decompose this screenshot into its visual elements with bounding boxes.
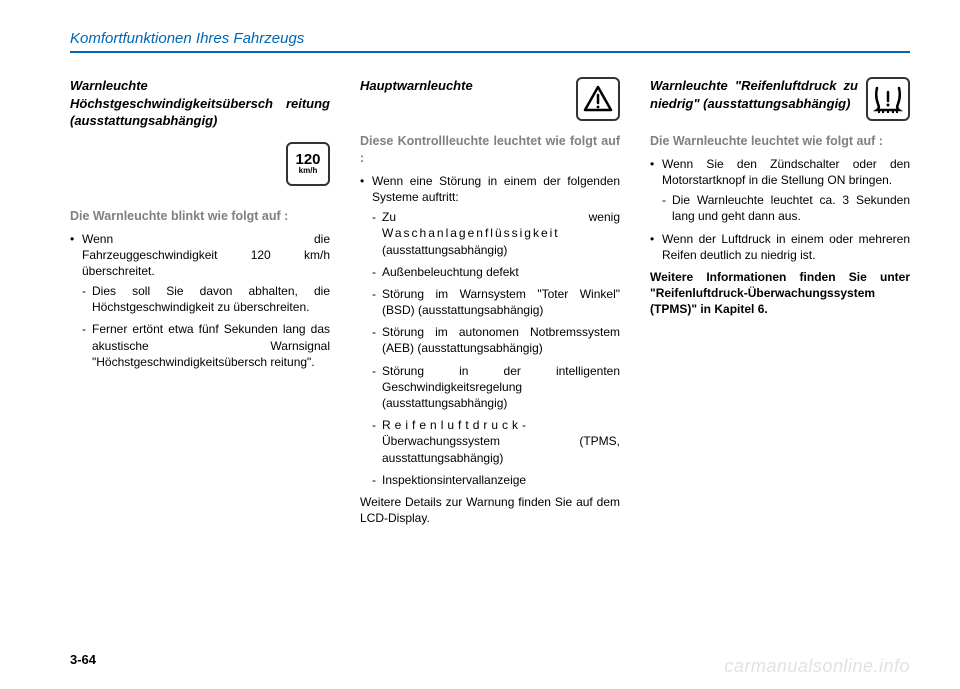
col3-heading: Warnleuchte "Reifenluftdruck zu niedrig"… (650, 77, 858, 112)
list-item: Störung im autonomen Notbremssystem (AEB… (372, 324, 620, 356)
text: Wenn Sie den Zündschalter oder den Motor… (662, 157, 910, 187)
master-warning-icon (576, 77, 620, 121)
list-item: Inspektionsintervallanzeige (372, 472, 620, 488)
list-item: Wenn der Luftdruck in einem oder mehrere… (650, 231, 910, 263)
col3-footer: Weitere Informationen finden Sie unter "… (650, 269, 910, 318)
section-rule (70, 51, 910, 53)
column-1: Warnleuchte Höchstgeschwindigkeitsübersc… (70, 77, 330, 532)
text: Zu (382, 209, 396, 225)
list-item: Reifenluftdruck- Überwachungssystem (TPM… (372, 417, 620, 466)
text: Waschanlagenflüssigkeit (382, 225, 620, 241)
list-item: Störung im Warnsystem "Toter Winkel" (BS… (372, 286, 620, 318)
tire-pressure-icon (871, 84, 905, 114)
col2-dash-list: Zu wenig Waschanlagenflüssigkeit (aussta… (372, 209, 620, 488)
text: Reifenluftdruck- (382, 418, 530, 432)
column-3: Warnleuchte "Reifenluftdruck zu niedrig"… (650, 77, 910, 532)
text: wenig (589, 209, 620, 225)
list-item: Wenn eine Störung in einem der folgenden… (360, 173, 620, 488)
text: Wenn (82, 231, 113, 247)
list-item: Störung in der intelligenten Geschwindig… (372, 363, 620, 412)
speed-icon-unit: km/h (299, 167, 318, 175)
col2-footer: Weitere Details zur Warnung finden Sie a… (360, 494, 620, 526)
speed-limit-icon: 120 km/h (286, 142, 330, 186)
col2-bullet-list: Wenn eine Störung in einem der folgenden… (360, 173, 620, 488)
page-number: 3-64 (70, 652, 96, 667)
col2-heading: Hauptwarnleuchte (360, 77, 568, 95)
col1-heading: Warnleuchte Höchstgeschwindigkeitsübersc… (70, 77, 330, 130)
watermark: carmanualsonline.info (724, 656, 910, 677)
list-item: Wenn die Fahrzeuggeschwindigkeit 120 km/… (70, 231, 330, 371)
text: die (314, 231, 330, 247)
col2-subheading: Diese Kontrollleuchte leuchtet wie folgt… (360, 133, 620, 167)
col1-bullet-list: Wenn die Fahrzeuggeschwindigkeit 120 km/… (70, 231, 330, 377)
content-columns: Warnleuchte Höchstgeschwindigkeitsübersc… (70, 77, 910, 532)
text: (ausstattungsabhängig) (382, 242, 620, 258)
list-item: Die Warnleuchte leuchtet ca. 3 Sekunden … (662, 192, 910, 224)
tpms-icon (866, 77, 910, 121)
triangle-exclamation-icon (583, 84, 613, 114)
col1-dash-list: Dies soll Sie davon abhalten, die Höchst… (82, 283, 330, 370)
list-item: Dies soll Sie davon abhalten, die Höchst… (82, 283, 330, 315)
column-2: Hauptwarnleuchte Diese Kontrollleuchte l… (360, 77, 620, 532)
list-item: Ferner ertönt etwa fünf Sekunden lang da… (82, 321, 330, 370)
col3-bullet-list: Wenn Sie den Zündschalter oder den Motor… (650, 156, 910, 263)
text: Überwachungssystem (TPMS, ausstattungsab… (382, 433, 620, 465)
col3-subheading: Die Warnleuchte leuchtet wie folgt auf : (650, 133, 910, 150)
col2-heading-row: Hauptwarnleuchte (360, 77, 620, 121)
list-item: Zu wenig Waschanlagenflüssigkeit (aussta… (372, 209, 620, 258)
col1-subheading: Die Warnleuchte blinkt wie folgt auf : (70, 208, 330, 225)
list-item: Wenn Sie den Zündschalter oder den Motor… (650, 156, 910, 225)
list-item: Außenbeleuchtung defekt (372, 264, 620, 280)
manual-page: Komfortfunktionen Ihres Fahrzeugs Warnle… (0, 0, 960, 689)
col3-dash-list: Die Warnleuchte leuchtet ca. 3 Sekunden … (662, 192, 910, 224)
section-title: Komfortfunktionen Ihres Fahrzeugs (70, 30, 910, 47)
text: Fahrzeuggeschwindigkeit 120 km/h übersch… (82, 247, 330, 279)
text: Wenn eine Störung in einem der folgenden… (372, 174, 620, 204)
speed-icon-value: 120 (295, 152, 320, 167)
col3-heading-row: Warnleuchte "Reifenluftdruck zu niedrig"… (650, 77, 910, 121)
